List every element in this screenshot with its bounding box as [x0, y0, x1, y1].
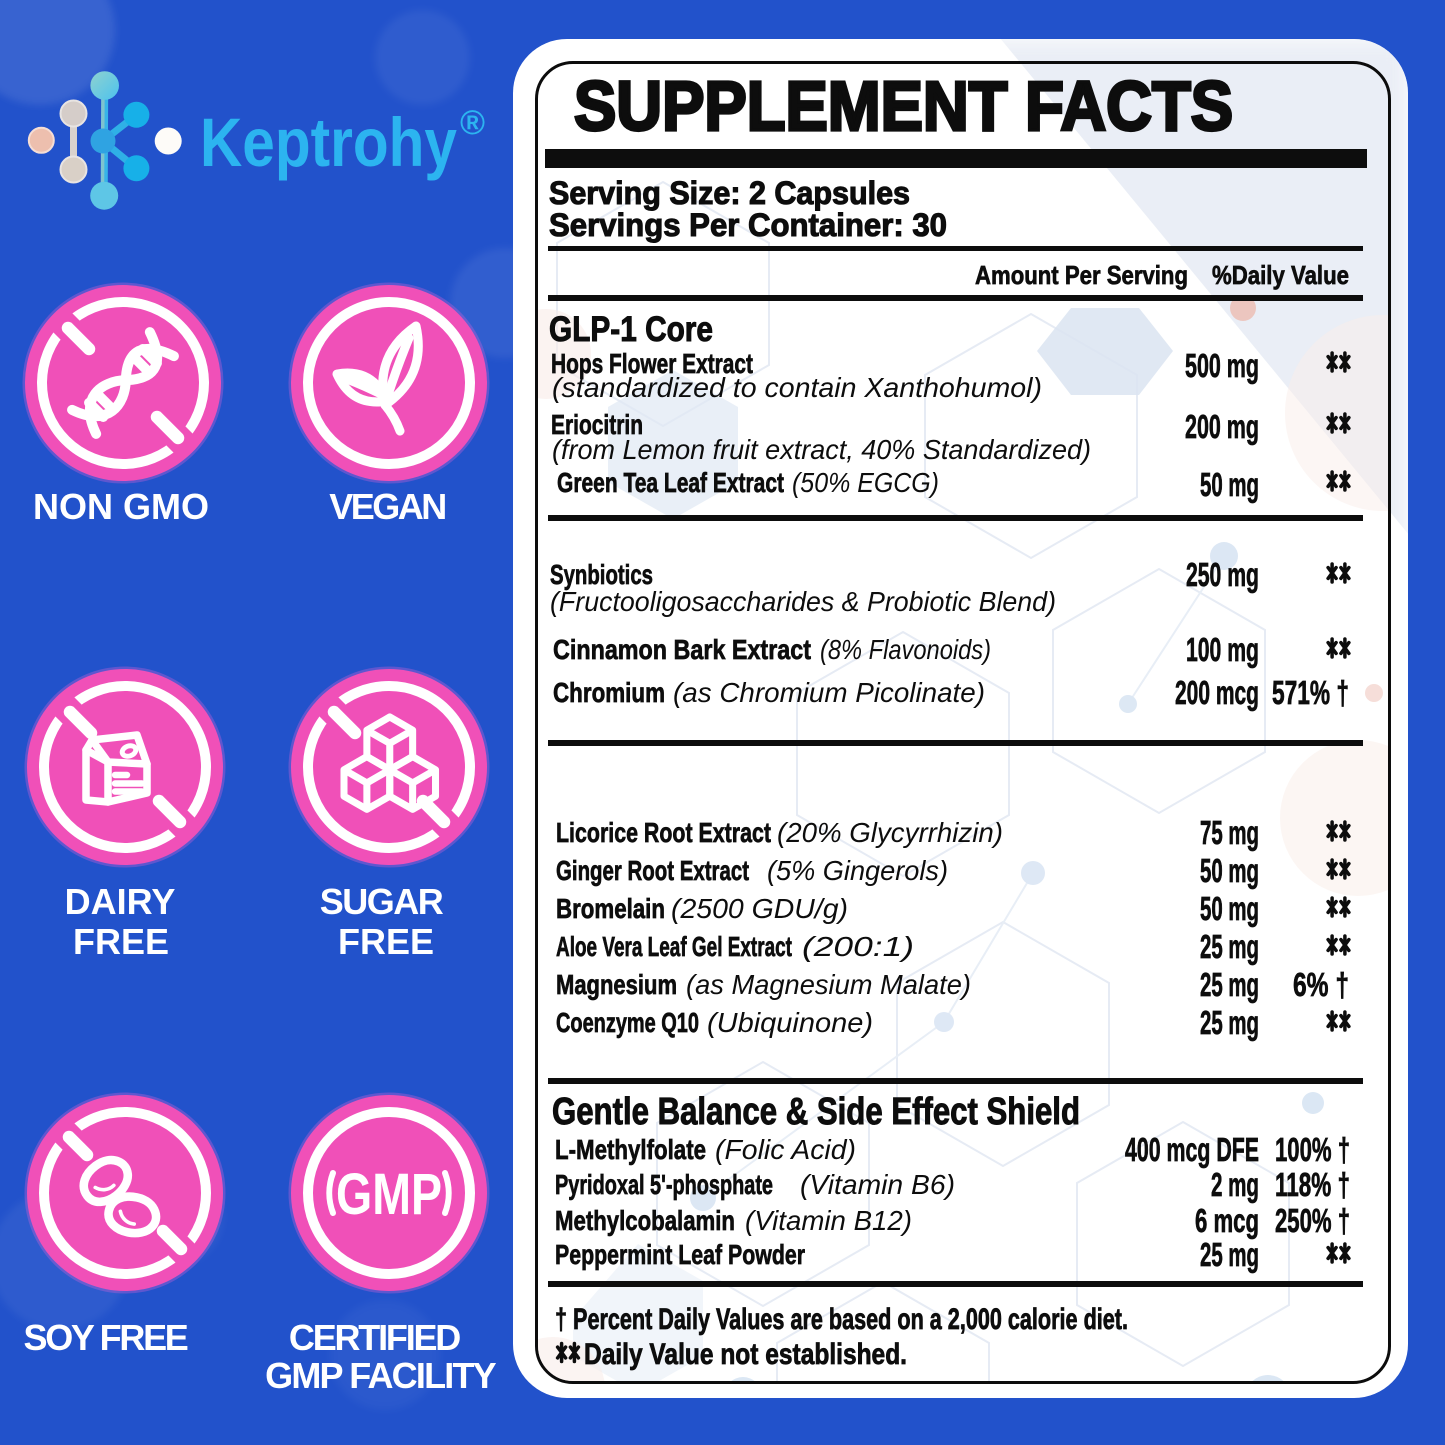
- svg-text:200 mcg: 200 mcg: [1175, 674, 1259, 711]
- svg-text:(Vitamin B12): (Vitamin B12): [745, 1205, 912, 1236]
- svg-text:(Folic Acid): (Folic Acid): [715, 1134, 856, 1165]
- svg-text:(Ubiquinone): (Ubiquinone): [707, 1007, 873, 1038]
- svg-text:Methylcobalamin: Methylcobalamin: [555, 1205, 735, 1236]
- svg-text:100 mg: 100 mg: [1186, 631, 1259, 668]
- svg-text:Magnesium: Magnesium: [556, 969, 677, 1000]
- svg-text:Aloe Vera Leaf Gel Extract: Aloe Vera Leaf Gel Extract: [556, 931, 792, 962]
- svg-text:Bromelain: Bromelain: [556, 893, 665, 924]
- svg-text:118% †: 118% †: [1275, 1166, 1350, 1203]
- svg-text:200 mg: 200 mg: [1185, 408, 1259, 445]
- svg-text:6 mcg: 6 mcg: [1195, 1202, 1259, 1239]
- svg-text:(200:1): (200:1): [802, 931, 914, 962]
- svg-text:(20% Glycyrrhizin): (20% Glycyrrhizin): [777, 817, 1003, 848]
- svg-text:SUPPLEMENT FACTS: SUPPLEMENT FACTS: [574, 67, 1233, 145]
- svg-text:Green Tea Leaf Extract: Green Tea Leaf Extract: [557, 467, 784, 498]
- svg-text:(standardized to contain Xanth: (standardized to contain Xanthohumol): [552, 372, 1042, 403]
- svg-text:250% †: 250% †: [1275, 1202, 1350, 1239]
- svg-text:400 mcg DFE: 400 mcg DFE: [1125, 1131, 1259, 1168]
- svg-text:(as Magnesium Malate): (as Magnesium Malate): [686, 969, 971, 1000]
- svg-text:(as Chromium Picolinate): (as Chromium Picolinate): [673, 677, 985, 708]
- svg-text:Serving Size: 2 Capsules: Serving Size: 2 Capsules: [549, 175, 910, 211]
- svg-text:GMP: GMP: [336, 1162, 442, 1227]
- svg-text:Eriocitrin: Eriocitrin: [551, 409, 643, 440]
- svg-text:GLP-1 Core: GLP-1 Core: [549, 310, 713, 349]
- svg-text:25 mg: 25 mg: [1200, 928, 1259, 965]
- svg-text:Daily Value not established.: Daily Value not established.: [584, 1338, 907, 1371]
- svg-text:Servings Per Container: 30: Servings Per Container: 30: [549, 207, 947, 243]
- svg-text:571% †: 571% †: [1272, 674, 1349, 711]
- svg-text:75 mg: 75 mg: [1200, 814, 1259, 851]
- svg-text:(50% EGCG): (50% EGCG): [792, 467, 939, 498]
- svg-text:Coenzyme Q10: Coenzyme Q10: [556, 1007, 699, 1038]
- svg-text:500 mg: 500 mg: [1185, 347, 1259, 384]
- svg-text:Chromium: Chromium: [553, 677, 665, 708]
- svg-text:(Vitamin B6): (Vitamin B6): [800, 1169, 955, 1200]
- svg-text:Hops Flower Extract: Hops Flower Extract: [551, 348, 753, 379]
- svg-text:Synbiotics: Synbiotics: [550, 559, 653, 590]
- svg-text:®: ®: [460, 104, 485, 142]
- svg-text:50 mg: 50 mg: [1200, 852, 1259, 889]
- svg-text:50 mg: 50 mg: [1200, 890, 1259, 927]
- svg-text:(from Lemon fruit extract, 40%: (from Lemon fruit extract, 40% Standardi…: [552, 434, 1091, 465]
- svg-text:25 mg: 25 mg: [1200, 1236, 1259, 1273]
- svg-text:Ginger Root Extract: Ginger Root Extract: [556, 855, 749, 886]
- svg-text:Cinnamon Bark Extract: Cinnamon Bark Extract: [553, 634, 811, 665]
- svg-text:(5% Gingerols): (5% Gingerols): [767, 855, 948, 886]
- svg-text:25 mg: 25 mg: [1200, 966, 1259, 1003]
- svg-text:25 mg: 25 mg: [1200, 1004, 1259, 1041]
- svg-text:Licorice Root Extract: Licorice Root Extract: [556, 817, 771, 848]
- svg-text:50 mg: 50 mg: [1200, 466, 1259, 503]
- svg-text:Pyridoxal 5'-phosphate: Pyridoxal 5'-phosphate: [555, 1169, 773, 1200]
- svg-text:250 mg: 250 mg: [1186, 556, 1259, 593]
- svg-text:%Daily Value: %Daily Value: [1212, 260, 1349, 290]
- svg-text:Gentle Balance & Side Effect S: Gentle Balance & Side Effect Shield: [552, 1091, 1080, 1133]
- svg-text:2 mg: 2 mg: [1211, 1166, 1259, 1203]
- svg-text:L-Methylfolate: L-Methylfolate: [555, 1134, 706, 1165]
- svg-text:Peppermint Leaf Powder: Peppermint Leaf Powder: [555, 1239, 805, 1270]
- svg-text:† Percent Daily Values are bas: † Percent Daily Values are based on a 2,…: [555, 1303, 1128, 1336]
- svg-text:100% †: 100% †: [1275, 1131, 1350, 1168]
- svg-text:6% †: 6% †: [1293, 966, 1349, 1003]
- svg-text:Amount Per Serving: Amount Per Serving: [975, 260, 1188, 290]
- svg-text:(Fructooligosaccharides & Prob: (Fructooligosaccharides & Probiotic Blen…: [550, 586, 1056, 617]
- svg-text:Keptrohy: Keptrohy: [200, 104, 457, 181]
- svg-text:(2500 GDU/g): (2500 GDU/g): [671, 893, 848, 924]
- svg-text:(8% Flavonoids): (8% Flavonoids): [820, 634, 991, 665]
